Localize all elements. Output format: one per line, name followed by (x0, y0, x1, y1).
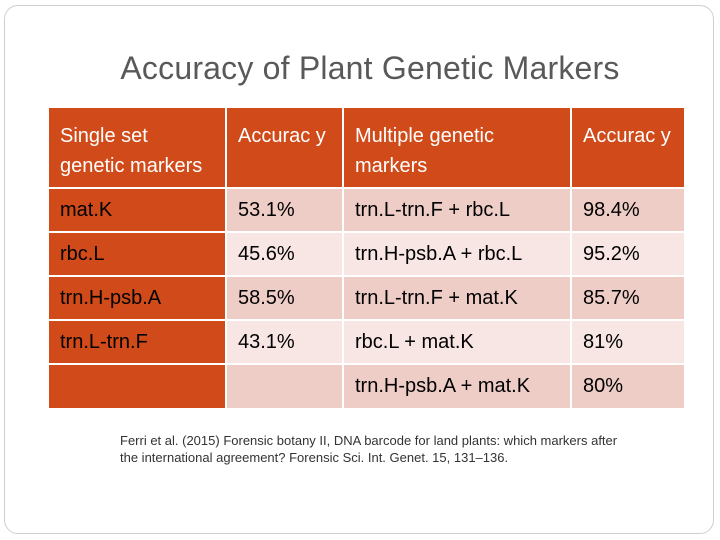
multiple-marker-cell: trn.H-psb.A + rbc.L (343, 231, 572, 276)
multiple-accuracy-cell: 95.2% (571, 231, 684, 276)
single-marker-cell: mat.K (49, 187, 227, 232)
table-row: mat.K 53.1% trn.L-trn.F + rbc.L 98.4% (49, 187, 684, 232)
multiple-marker-cell: trn.L-trn.F + rbc.L (343, 187, 572, 232)
single-accuracy-cell: 43.1% (226, 319, 344, 364)
markers-table: Single set genetic markers Accurac y Mul… (49, 108, 684, 408)
multiple-accuracy-cell: 85.7% (571, 275, 684, 320)
single-marker-cell: rbc.L (49, 231, 227, 276)
table-row: rbc.L 45.6% trn.H-psb.A + rbc.L 95.2% (49, 231, 684, 276)
table-row: trn.H-psb.A + mat.K 80% (49, 363, 684, 408)
multiple-marker-cell: rbc.L + mat.K (343, 319, 572, 364)
slide-title: Accuracy of Plant Genetic Markers (120, 50, 620, 86)
single-marker-cell: trn.H-psb.A (49, 275, 227, 320)
single-marker-cell (49, 363, 227, 408)
multiple-accuracy-cell: 81% (571, 319, 684, 364)
header-accuracy-multiple: Accurac y (571, 108, 684, 188)
single-accuracy-cell: 53.1% (226, 187, 344, 232)
single-accuracy-cell: 45.6% (226, 231, 344, 276)
header-accuracy-single: Accurac y (226, 108, 344, 188)
multiple-marker-cell: trn.L-trn.F + mat.K (343, 275, 572, 320)
citation-text: Ferri et al. (2015) Forensic botany II, … (120, 433, 618, 465)
header-single-set: Single set genetic markers (49, 108, 227, 188)
table-header-row: Single set genetic markers Accurac y Mul… (49, 108, 684, 188)
single-accuracy-cell (226, 363, 344, 408)
multiple-accuracy-cell: 80% (571, 363, 684, 408)
multiple-marker-cell: trn.H-psb.A + mat.K (343, 363, 572, 408)
table-row: trn.L-trn.F 43.1% rbc.L + mat.K 81% (49, 319, 684, 364)
header-multiple: Multiple genetic markers (343, 108, 572, 188)
single-accuracy-cell: 58.5% (226, 275, 344, 320)
single-marker-cell: trn.L-trn.F (49, 319, 227, 364)
table-row: trn.H-psb.A 58.5% trn.L-trn.F + mat.K 85… (49, 275, 684, 320)
multiple-accuracy-cell: 98.4% (571, 187, 684, 232)
